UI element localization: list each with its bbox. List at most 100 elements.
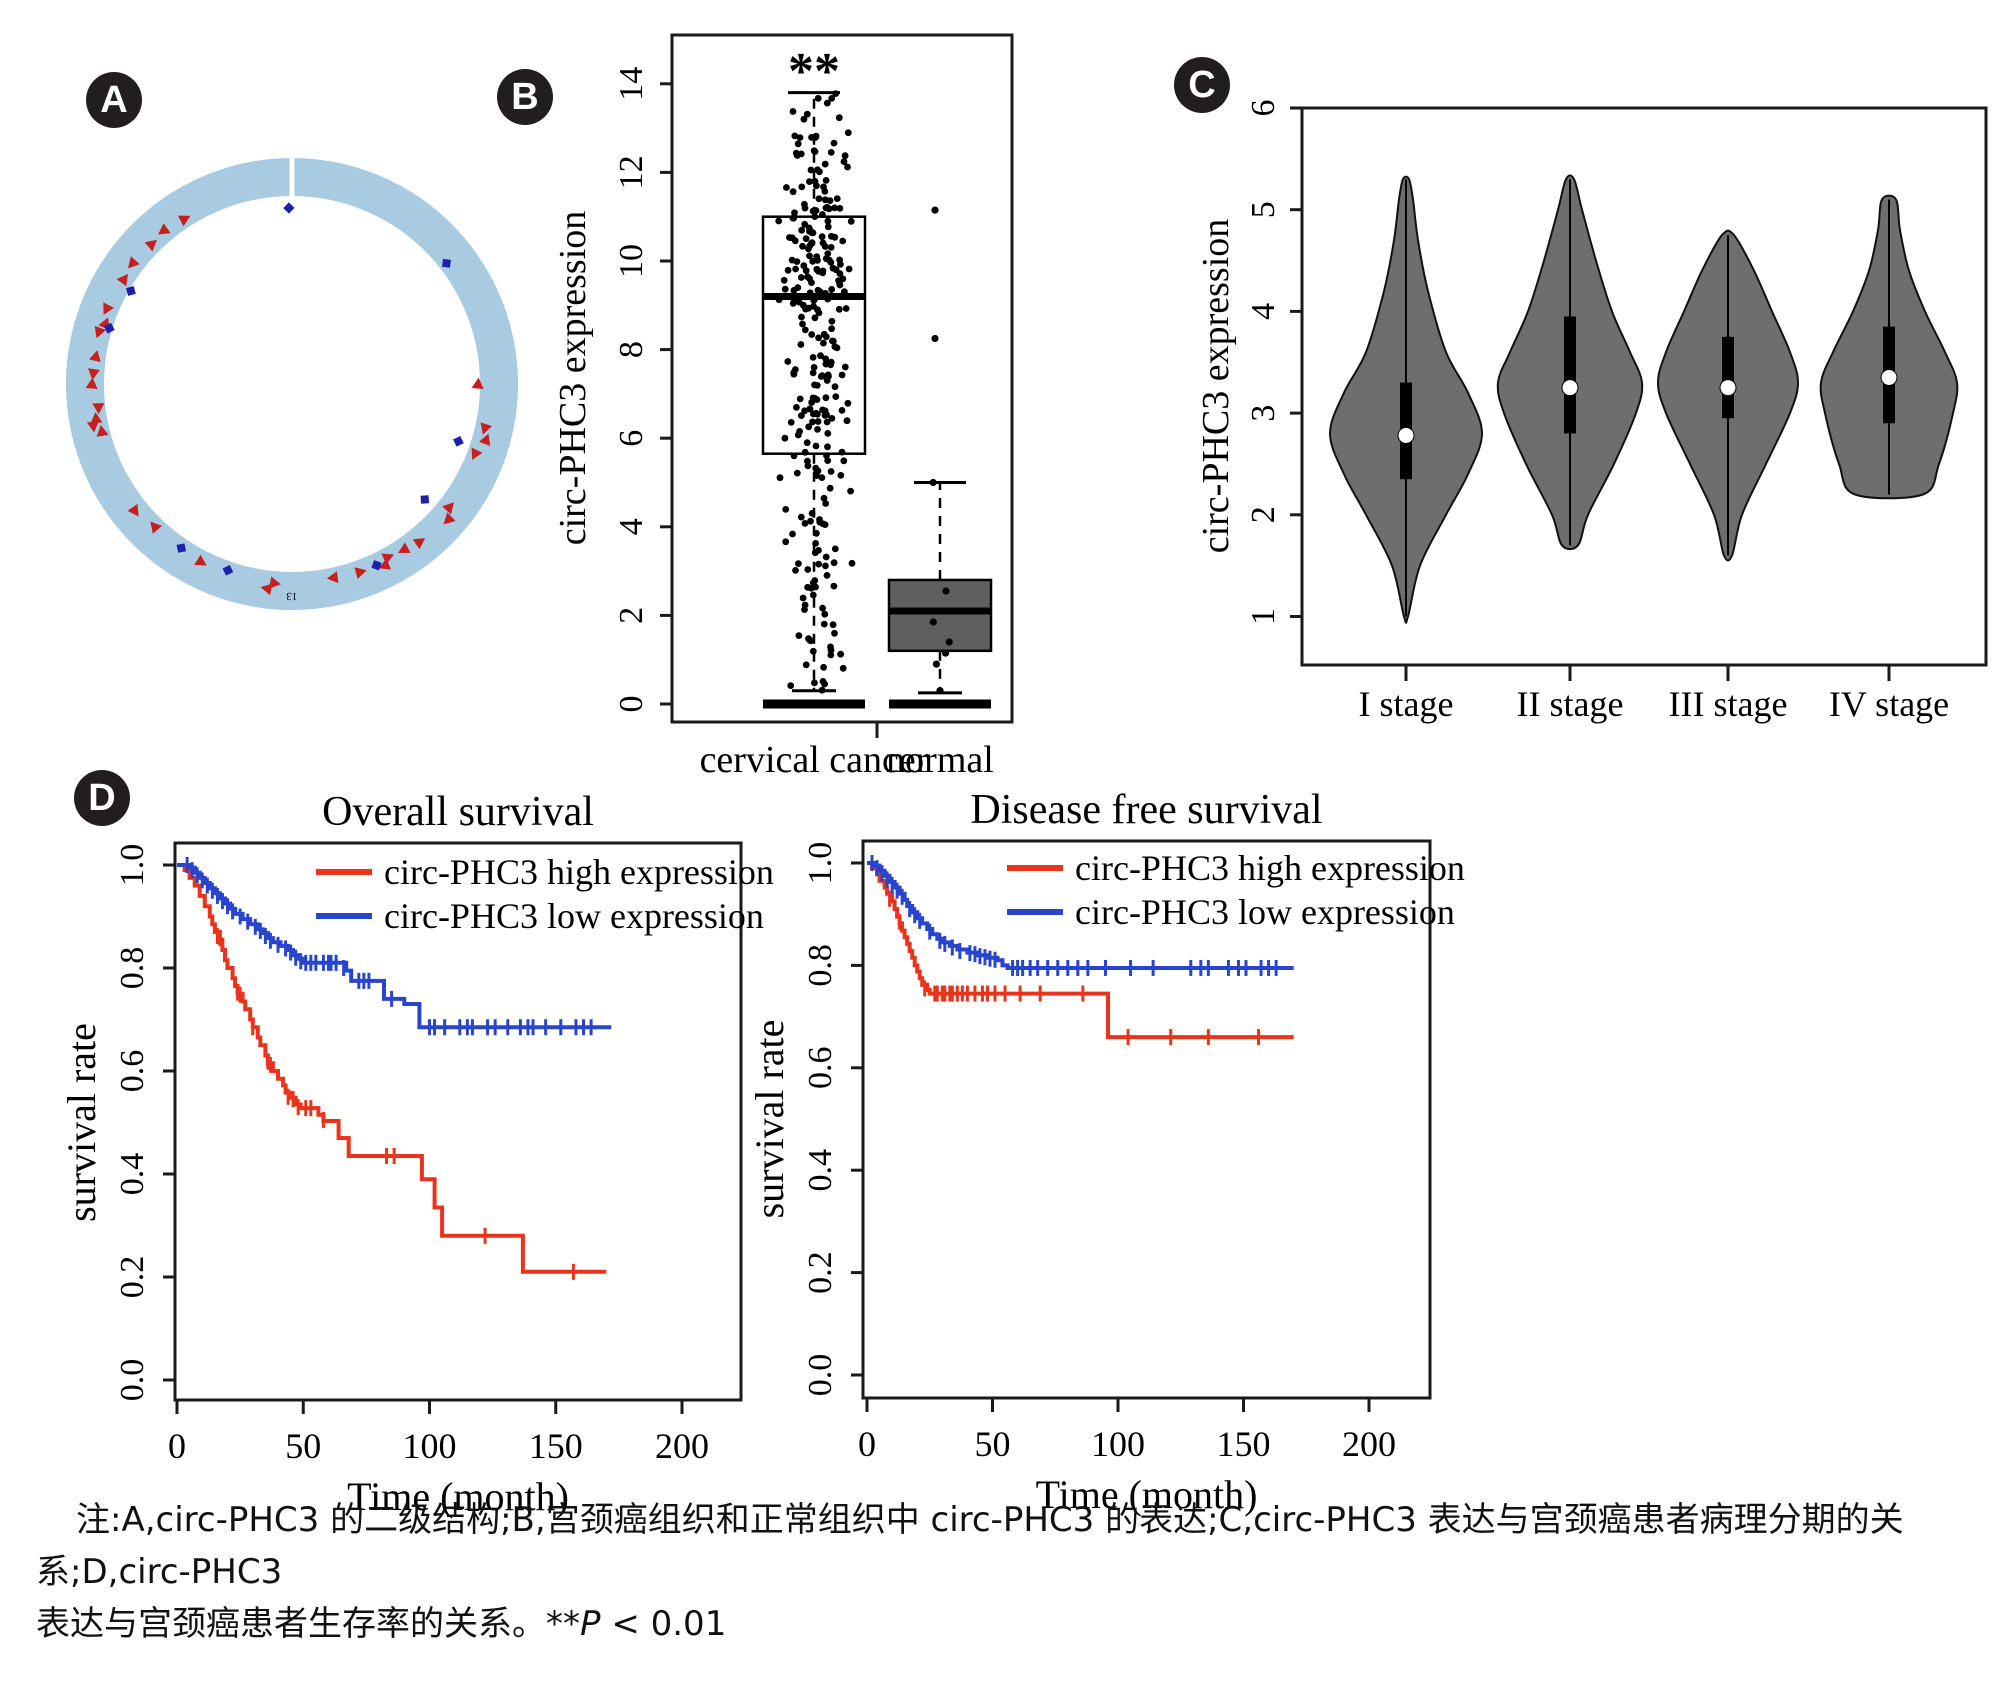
jitter-point xyxy=(827,643,834,651)
exon-marker-red xyxy=(89,350,101,363)
exon-marker-red xyxy=(260,583,273,596)
jitter-point xyxy=(824,250,832,257)
x-tick-label: 100 xyxy=(403,1426,457,1466)
significance-stars: ** xyxy=(788,43,840,100)
jitter-point xyxy=(815,334,822,342)
jitter-point xyxy=(815,309,823,317)
y-axis-title: survival rate xyxy=(59,1023,104,1222)
exon-marker-red xyxy=(442,502,455,515)
jitter-point xyxy=(807,240,815,248)
jitter-point xyxy=(824,223,832,231)
site-marker-blue xyxy=(103,322,115,334)
jitter-point xyxy=(822,290,829,297)
jitter-point xyxy=(836,280,843,288)
y-tick-label: 1.0 xyxy=(802,842,839,885)
km-curve-low xyxy=(867,861,1294,970)
box-normal xyxy=(887,578,993,653)
jitter-point xyxy=(796,395,804,403)
violin-median-dot xyxy=(1397,426,1415,444)
y-tick-label: 0.0 xyxy=(802,1354,839,1397)
jitter-point xyxy=(798,313,805,321)
jitter-point xyxy=(815,560,822,568)
exon-marker-red xyxy=(443,512,456,525)
jitter-point xyxy=(844,163,851,171)
jitter-point xyxy=(808,279,815,286)
jitter-point xyxy=(813,529,820,537)
jitter-point xyxy=(806,405,814,413)
jitter-point xyxy=(822,394,830,402)
outlier-point xyxy=(931,206,939,214)
jitter-point xyxy=(822,360,830,368)
panel-d-disease-free-survival: Disease free survival 0 50 100 150 200 Time (m… xyxy=(747,787,1465,1517)
plot-frame xyxy=(861,839,1432,1400)
panel-b-badge: B xyxy=(497,69,553,125)
jitter-point xyxy=(802,235,810,243)
jitter-point xyxy=(827,292,835,299)
y-tick-label: 10 xyxy=(613,244,650,278)
jitter-point xyxy=(840,158,848,166)
site-marker-blue xyxy=(126,286,136,296)
jitter-point xyxy=(808,331,816,338)
jitter-point xyxy=(826,484,834,492)
jitter-point xyxy=(807,166,815,174)
exon-marker-red xyxy=(398,542,411,553)
jitter-point xyxy=(818,686,826,694)
jitter-point xyxy=(819,211,826,218)
jitter-point xyxy=(788,234,796,242)
jitter-point xyxy=(792,366,799,373)
panel-a-badge: A xyxy=(86,72,142,128)
jitter-point xyxy=(796,428,803,435)
exon-marker-red xyxy=(471,447,483,461)
jitter-point xyxy=(816,168,823,176)
jitter-point xyxy=(845,265,853,273)
x-tick-label: 50 xyxy=(975,1424,1011,1464)
jitter-point xyxy=(836,205,844,212)
jitter-point xyxy=(829,621,837,629)
jitter-point xyxy=(813,253,821,260)
plot-title: Overall survival xyxy=(322,789,594,835)
jitter-point xyxy=(828,95,836,102)
jitter-point xyxy=(811,549,819,557)
jitter-point xyxy=(838,407,846,414)
jitter-point xyxy=(823,411,830,419)
jitter-point xyxy=(812,540,819,547)
exon-marker-red xyxy=(381,553,394,565)
jitter-point xyxy=(821,521,829,528)
jitter-point xyxy=(808,399,815,406)
jitter-point xyxy=(811,381,818,389)
legend-label: circ-PHC3 high expression xyxy=(1075,848,1465,888)
exon-marker-red xyxy=(354,567,367,579)
jitter-point xyxy=(816,516,823,523)
jitter-point xyxy=(847,217,855,225)
jitter-point xyxy=(806,289,814,297)
data-point xyxy=(936,687,944,695)
data-point xyxy=(929,478,937,487)
jitter-point xyxy=(809,207,817,215)
legend-label: circ-PHC3 high expression xyxy=(384,852,774,892)
jitter-point xyxy=(812,294,819,302)
y-tick-label: 1.0 xyxy=(114,844,151,887)
jitter-point xyxy=(813,396,821,403)
category-label: cervical cancer xyxy=(700,739,929,781)
jitter-point xyxy=(840,457,848,465)
jitter-point xyxy=(782,506,790,513)
jitter-point xyxy=(801,601,809,609)
jitter-point xyxy=(844,129,852,137)
jitter-point xyxy=(781,434,789,442)
jitter-point xyxy=(841,288,848,296)
jitter-point xyxy=(798,226,806,234)
jitter-point xyxy=(824,430,832,437)
jitter-point xyxy=(795,632,803,639)
y-tick-label: 0.0 xyxy=(114,1359,151,1402)
y-tick-label: 14 xyxy=(613,67,650,101)
exon-marker-red xyxy=(194,554,207,566)
jitter-point xyxy=(797,513,805,521)
y-tick-label: 0.6 xyxy=(114,1050,151,1093)
jitter-point xyxy=(827,468,835,475)
jitter-point xyxy=(810,147,818,155)
site-marker-blue xyxy=(222,564,234,576)
jitter-point xyxy=(792,265,799,273)
jitter-point xyxy=(807,637,815,645)
jitter-point xyxy=(830,582,838,590)
